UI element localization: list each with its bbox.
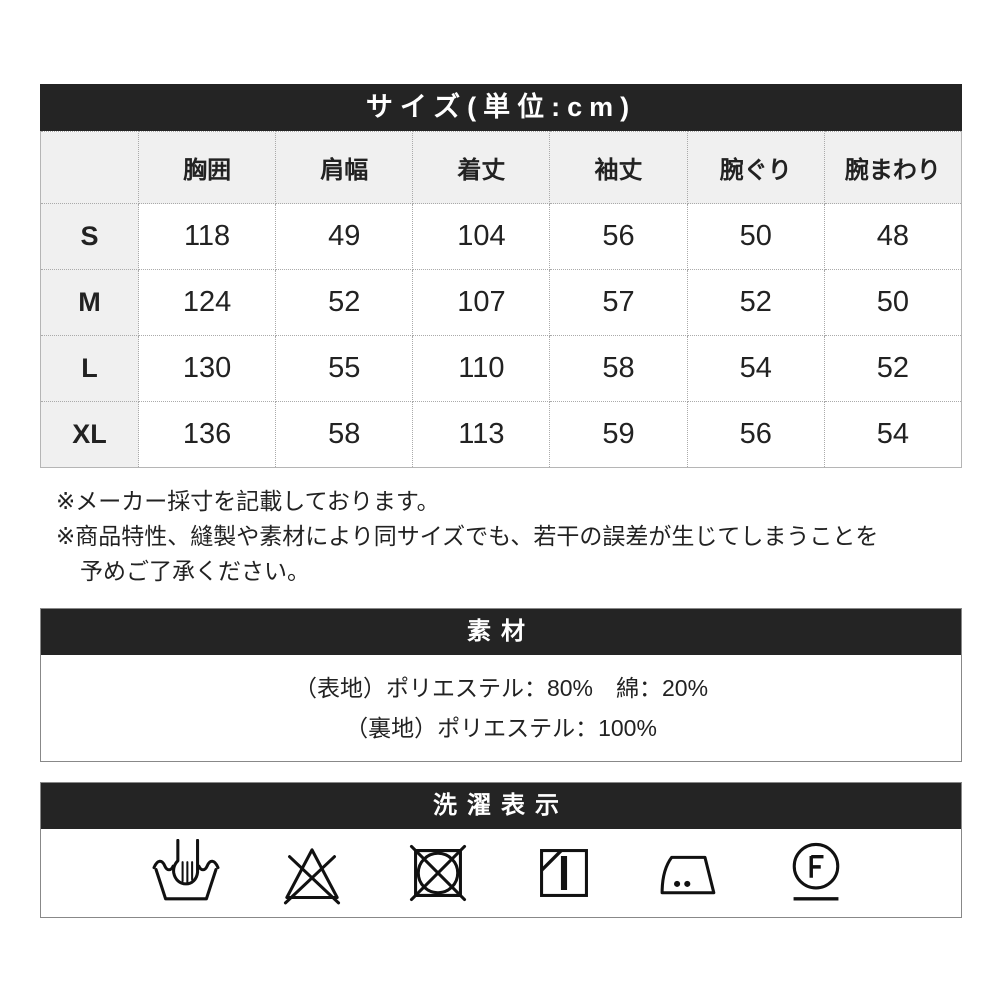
table-row-l: L 130 55 110 58 54 52 <box>40 335 963 402</box>
size-cell: 52 <box>686 269 825 336</box>
note-line: ※メーカー採寸を記載しております。 <box>56 488 440 514</box>
dry-clean-petroleum-gentle-icon <box>782 839 850 907</box>
size-cell: 56 <box>686 401 825 468</box>
size-cell: 113 <box>412 401 551 468</box>
material-line-lining: （裏地）ポリエステル：100% <box>345 715 657 741</box>
size-section-title: サイズ(単位:cm) <box>40 84 962 131</box>
material-section: 素材 （表地）ポリエステル：80% 綿：20% （裏地）ポリエステル：100% <box>40 608 962 762</box>
size-cell: 118 <box>137 203 277 270</box>
size-row-label: M <box>40 269 139 336</box>
care-section-title: 洗濯表示 <box>41 783 961 829</box>
size-table-header-row: 胸囲 肩幅 着丈 袖丈 腕ぐり 腕まわり <box>40 131 963 204</box>
size-cell: 52 <box>275 269 414 336</box>
material-body: （表地）ポリエステル：80% 綿：20% （裏地）ポリエステル：100% <box>41 655 961 761</box>
size-cell: 48 <box>823 203 963 270</box>
size-cell: 54 <box>823 401 963 468</box>
col-header-length: 着丈 <box>412 131 551 204</box>
size-cell: 57 <box>549 269 688 336</box>
size-row-label: L <box>40 335 139 402</box>
size-cell: 130 <box>137 335 277 402</box>
material-line-outer: （表地）ポリエステル：80% 綿：20% <box>293 675 709 701</box>
size-cell: 110 <box>412 335 551 402</box>
col-header-arm: 腕まわり <box>823 131 963 204</box>
measurement-notes: ※メーカー採寸を記載しております。 ※商品特性、縫製や素材により同サイズでも、若… <box>40 484 962 589</box>
iron-medium-heat-icon <box>656 839 724 907</box>
size-cell: 104 <box>412 203 551 270</box>
note-line: 予めご了承ください。 <box>80 558 310 584</box>
product-spec-panel: サイズ(単位:cm) 胸囲 肩幅 着丈 袖丈 腕ぐり 腕まわり S 118 49… <box>40 84 963 918</box>
size-table: 胸囲 肩幅 着丈 袖丈 腕ぐり 腕まわり S 118 49 104 56 50 … <box>40 131 963 468</box>
size-cell: 50 <box>823 269 963 336</box>
size-cell: 58 <box>549 335 688 402</box>
table-row-xl: XL 136 58 113 59 56 54 <box>40 401 963 468</box>
size-cell: 136 <box>137 401 277 468</box>
size-cell: 52 <box>823 335 963 402</box>
hand-wash-icon <box>152 839 220 907</box>
do-not-bleach-icon <box>278 839 346 907</box>
col-header-chest: 胸囲 <box>137 131 277 204</box>
col-header-sleeve: 袖丈 <box>549 131 688 204</box>
size-row-label: S <box>40 203 139 270</box>
material-section-title: 素材 <box>41 609 961 655</box>
col-header-armhole: 腕ぐり <box>686 131 825 204</box>
size-table-corner-cell <box>40 131 139 204</box>
size-cell: 50 <box>686 203 825 270</box>
care-section: 洗濯表示 <box>40 782 962 918</box>
col-header-shoulder: 肩幅 <box>275 131 414 204</box>
size-row-label: XL <box>40 401 139 468</box>
size-cell: 49 <box>275 203 414 270</box>
table-row-m: M 124 52 107 57 52 50 <box>40 269 963 336</box>
care-symbols-row <box>41 829 961 917</box>
size-cell: 124 <box>137 269 277 336</box>
line-dry-in-shade-icon <box>530 839 598 907</box>
do-not-tumble-dry-icon <box>404 839 472 907</box>
size-cell: 54 <box>686 335 825 402</box>
size-cell: 59 <box>549 401 688 468</box>
size-cell: 55 <box>275 335 414 402</box>
note-line: ※商品特性、縫製や素材により同サイズでも、若干の誤差が生じてしまうことを <box>56 523 879 549</box>
size-cell: 58 <box>275 401 414 468</box>
table-row-s: S 118 49 104 56 50 48 <box>40 203 963 270</box>
size-cell: 107 <box>412 269 551 336</box>
size-cell: 56 <box>549 203 688 270</box>
